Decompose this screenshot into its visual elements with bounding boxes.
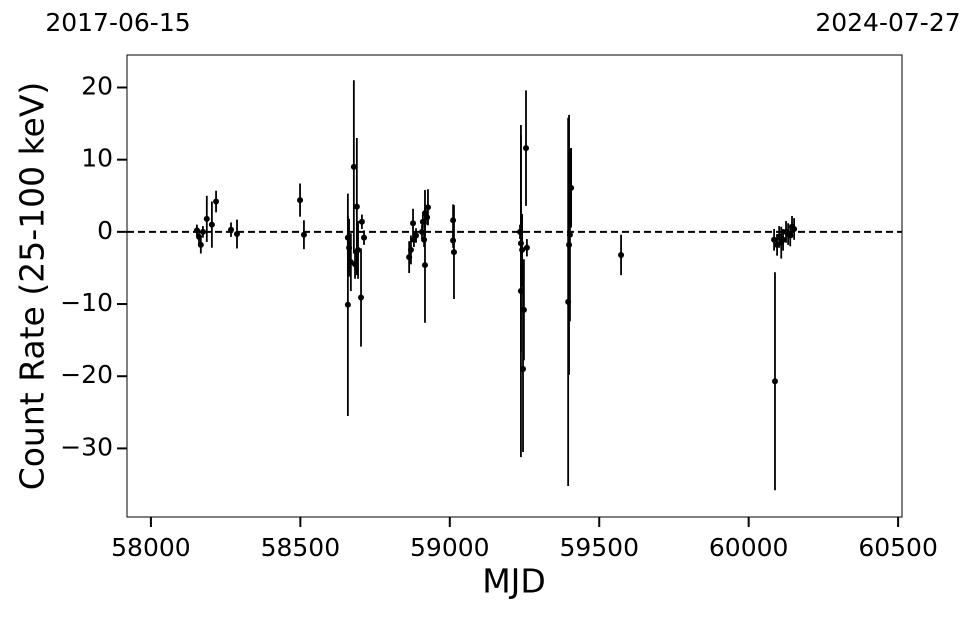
plot-frame [126, 54, 903, 518]
y-tick-label: 20 [81, 71, 113, 100]
data-point [421, 262, 428, 269]
data-point [424, 204, 431, 211]
data-point [353, 203, 360, 210]
data-point [566, 231, 573, 238]
y-tick-label: 10 [81, 144, 113, 173]
data-point [568, 184, 575, 191]
data-point [297, 197, 304, 204]
data-point [520, 306, 527, 313]
data-point [771, 236, 778, 243]
data-point [780, 236, 787, 243]
y-tick-label: 0 [97, 216, 113, 245]
data-point [344, 301, 351, 308]
data-point [213, 198, 220, 205]
data-point [520, 366, 527, 373]
end-date: 2024-07-27 [815, 8, 960, 37]
data-point [208, 221, 215, 228]
data-point [358, 218, 365, 225]
data-point [228, 226, 235, 233]
start-date: 2017-06-15 [45, 8, 190, 37]
x-tick-label: 58500 [261, 533, 341, 562]
data-point [523, 145, 530, 152]
x-tick-label: 60000 [709, 533, 789, 562]
data-point [361, 234, 368, 241]
data-point [413, 232, 420, 239]
data-point [450, 249, 457, 256]
data-point [519, 246, 526, 253]
data-point [410, 220, 417, 227]
data-point [618, 251, 625, 258]
x-tick-label: 59000 [410, 533, 490, 562]
data-point [350, 163, 357, 170]
x-tick-label: 59500 [559, 533, 639, 562]
data-point [771, 378, 778, 385]
y-axis-label: Count Rate (25-100 keV) [13, 82, 52, 491]
data-point [233, 231, 240, 238]
data-point [197, 241, 204, 248]
x-tick-label: 58000 [111, 533, 191, 562]
data-point [358, 294, 365, 301]
data-point [355, 246, 362, 253]
data-point [199, 228, 206, 235]
y-tick-label: −20 [60, 360, 113, 389]
data-point [203, 215, 210, 222]
data-point [407, 246, 414, 253]
data-point [300, 231, 307, 238]
x-tick-label: 60500 [858, 533, 938, 562]
data-point [791, 225, 798, 232]
y-tick-label: −30 [60, 432, 113, 461]
data-point [523, 244, 530, 251]
y-tick-label: −10 [60, 288, 113, 317]
x-axis-label: MJD [482, 562, 546, 601]
